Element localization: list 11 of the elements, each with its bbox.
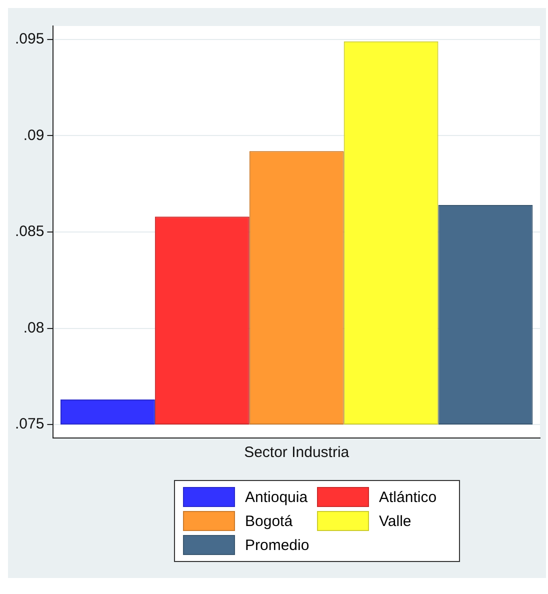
x-tick-label: Sector Industria	[244, 444, 350, 462]
y-tick-label: .075	[14, 416, 44, 433]
legend-label: Valle	[379, 512, 412, 530]
y-tick-label: .08	[23, 319, 44, 336]
legend-label: Promedio	[245, 536, 310, 554]
legend-label: Bogotá	[245, 512, 293, 530]
y-tick-label: .085	[14, 223, 44, 240]
y-tick-label: .095	[14, 30, 44, 48]
legend-label: Atlántico	[379, 488, 437, 506]
y-tick-label: .09	[23, 126, 44, 144]
legend-label: Antioquia	[245, 488, 308, 506]
